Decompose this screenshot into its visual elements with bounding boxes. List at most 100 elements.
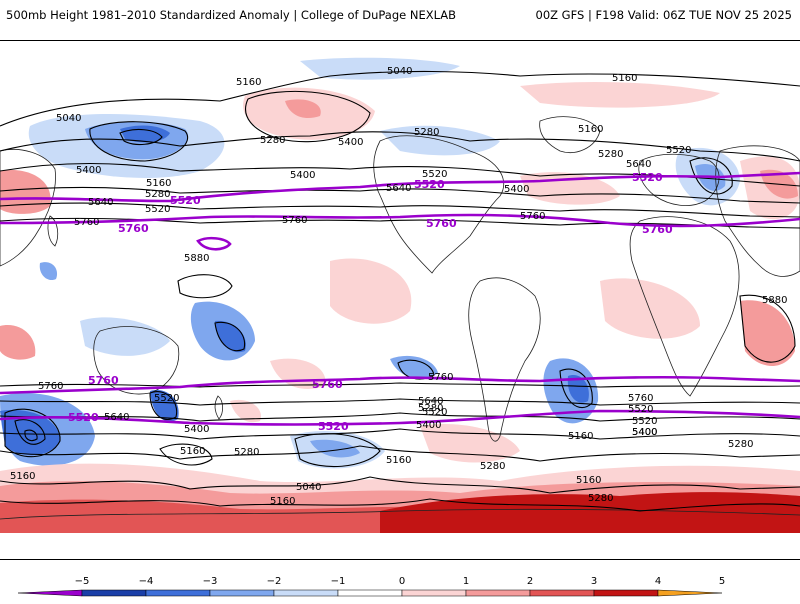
positive-anomaly-shading — [0, 81, 800, 533]
contour-label: 5400 — [184, 424, 209, 435]
contour-label: 5280 — [260, 135, 285, 146]
contour-label: 5280 — [414, 127, 439, 138]
contour-line — [0, 398, 800, 406]
contour-label: 5400 — [632, 427, 657, 438]
asia-outline — [715, 145, 800, 277]
contour-label: 5880 — [184, 253, 209, 264]
colorbar-swatch — [337, 589, 403, 597]
highlight-label: 5520 — [68, 411, 99, 424]
south-america-outline — [468, 277, 541, 442]
contour-label: 5160 — [180, 446, 205, 457]
contour-label: 5760 — [520, 211, 545, 222]
contour-line — [0, 412, 800, 422]
colorbar-swatch — [529, 589, 595, 597]
anomaly-blob — [380, 492, 800, 533]
colorbar-tick-label: −3 — [203, 576, 218, 587]
contour-label: 5280 — [480, 461, 505, 472]
contour-line — [0, 445, 800, 462]
colorbar-swatch — [209, 589, 275, 597]
contour-label: 5280 — [598, 149, 623, 160]
high-center-contour — [177, 274, 233, 299]
colorbar-swatch — [145, 589, 211, 597]
purple-contour-5520-south — [0, 409, 800, 426]
greenland-outline — [539, 116, 601, 153]
contour-label: 5280 — [728, 439, 753, 450]
contour-label: 5640 — [418, 396, 443, 407]
contour-label: 5160 — [270, 496, 295, 507]
colorbar: −5 −4 −3 −2 −1 0 1 2 3 4 5 — [0, 572, 800, 600]
contour-label: 5280 — [418, 403, 443, 414]
contour-label: 5520 — [145, 204, 170, 215]
contour-label: 5760 — [38, 381, 63, 392]
contour-line — [0, 202, 800, 218]
contour-line — [0, 476, 800, 494]
low-center-contour — [119, 128, 163, 146]
contour-label: 5160 — [576, 475, 601, 486]
colorbar-tick-label: 1 — [463, 576, 469, 587]
colorbar-tick-label: −5 — [75, 576, 90, 587]
highlight-label: 5760 — [312, 378, 343, 391]
antarctica-outline — [0, 508, 800, 520]
contour-line — [0, 498, 800, 512]
highlight-label: 5520 — [414, 178, 445, 191]
contour-label: 5400 — [416, 420, 441, 431]
header-bar: 500mb Height 1981–2010 Standardized Anom… — [0, 0, 800, 40]
run-info: 00Z GFS | F198 Valid: 06Z TUE NOV 25 202… — [535, 8, 793, 22]
high-center-contour — [245, 90, 371, 143]
contour-label: 5280 — [145, 189, 170, 200]
map-title: 500mb Height 1981–2010 Standardized Anom… — [6, 8, 457, 22]
low-center-contour — [14, 419, 46, 445]
colorbar-swatch — [465, 589, 531, 597]
colorbar-swatch — [273, 589, 339, 597]
colorbar-tick-label: −1 — [331, 576, 346, 587]
contour-line — [0, 428, 800, 440]
contour-label: 5760 — [628, 393, 653, 404]
colorbar-tick-label: −4 — [139, 576, 154, 587]
contour-labels: 5040 5040 5160 5160 5280 5400 5400 5280 … — [10, 66, 787, 507]
anomaly-blob — [0, 170, 51, 214]
highlight-label: 5520 — [318, 420, 349, 433]
low-center-contour — [559, 368, 593, 409]
contour-label: 5280 — [234, 447, 259, 458]
colorbar-tick-label: 5 — [719, 576, 725, 587]
anomaly-map[interactable]: 5040 5040 5160 5160 5280 5400 5400 5280 … — [0, 41, 800, 559]
north-america-outline — [373, 135, 505, 274]
colorbar-labels: −5 −4 −3 −2 −1 0 1 2 3 4 5 — [75, 576, 726, 587]
purple-contour-5760-south — [0, 375, 800, 395]
low-center-contour — [294, 433, 381, 468]
contour-label: 5880 — [762, 295, 787, 306]
anomaly-blob — [330, 258, 412, 324]
contour-label: 5160 — [612, 73, 637, 84]
contour-label: 5760 — [428, 372, 453, 383]
contour-line — [0, 186, 800, 204]
high-center-contour — [739, 294, 796, 363]
purple-contour-ring — [196, 236, 232, 251]
contour-label: 5040 — [56, 113, 81, 124]
colorbar-swatch — [657, 589, 723, 597]
low-center-contour — [149, 391, 178, 420]
highlight-contour-labels: 5520 5760 5520 5760 5760 5520 5760 5760 … — [68, 171, 673, 433]
colorbar-swatch — [81, 589, 147, 597]
height-contours — [0, 70, 800, 512]
low-center-contour — [397, 359, 435, 380]
anomaly-blob — [300, 57, 460, 80]
low-center-contour — [24, 429, 38, 442]
low-center-contour — [89, 121, 188, 162]
contour-label: 5520 — [154, 393, 179, 404]
contour-label: 5520 — [422, 169, 447, 180]
map-panel[interactable]: 5040 5040 5160 5160 5280 5400 5400 5280 … — [0, 40, 800, 560]
colorbar-svg: −5 −4 −3 −2 −1 0 1 2 3 4 5 — [17, 576, 726, 597]
contour-label: 5400 — [504, 184, 529, 195]
low-center-contour — [689, 157, 733, 195]
contour-label: 5160 — [236, 77, 261, 88]
contour-label: 5280 — [588, 493, 613, 504]
low-center-contour — [4, 408, 61, 458]
anomaly-blob — [39, 262, 58, 281]
contour-label: 5400 — [632, 427, 657, 438]
anomaly-blob — [600, 278, 700, 339]
contour-label: 5520 — [628, 404, 653, 415]
highlight-label: 5760 — [426, 217, 457, 230]
contour-label: 5160 — [578, 124, 603, 135]
contour-label: 5400 — [76, 165, 101, 176]
contour-line — [0, 162, 800, 187]
